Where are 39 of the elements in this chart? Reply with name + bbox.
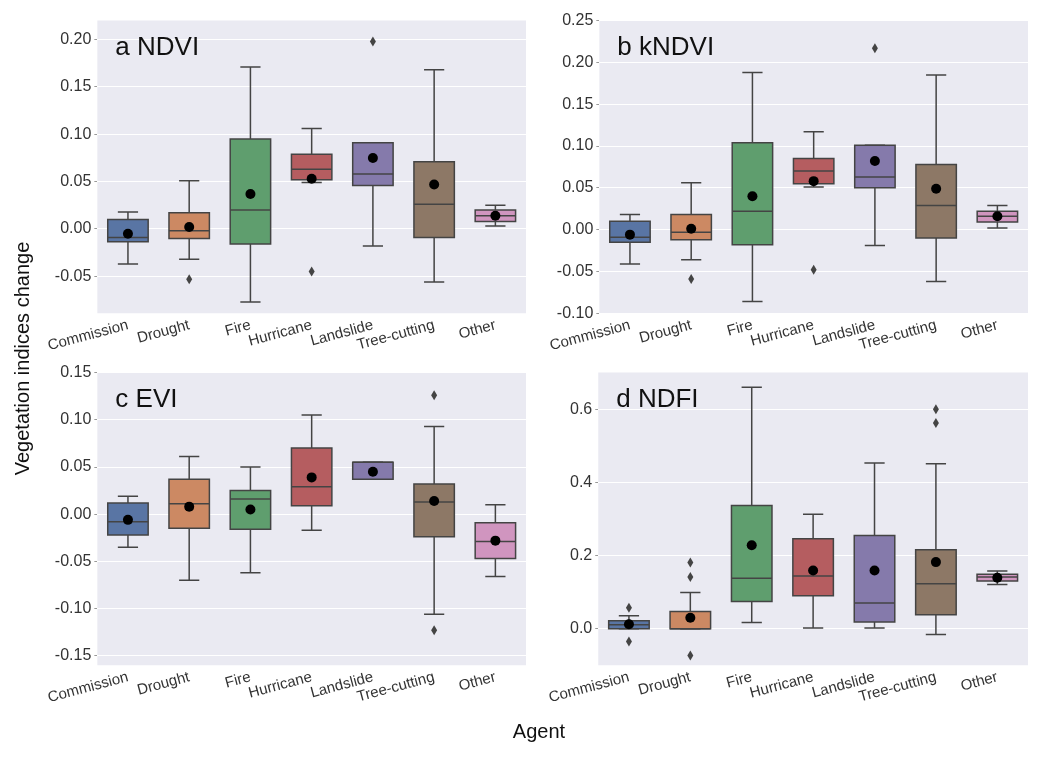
y-tick-label: 0.6 bbox=[569, 399, 593, 417]
y-tick-label: 0.15 bbox=[562, 94, 594, 112]
x-axis-title: Agent bbox=[511, 720, 567, 743]
y-tick-label: 0.05 bbox=[60, 172, 92, 190]
y-tick-label: 0.10 bbox=[60, 124, 92, 142]
y-tick-label: 0.25 bbox=[562, 11, 594, 29]
x-tick-label: Drought bbox=[135, 667, 192, 698]
chart-title: d NDFI bbox=[616, 382, 699, 413]
y-tick-label: 0.2 bbox=[569, 545, 593, 563]
y-tick-label: 0.15 bbox=[60, 363, 92, 381]
y-tick-label: 0.00 bbox=[60, 219, 92, 237]
y-tick-label: 0.10 bbox=[562, 136, 594, 154]
x-tick-label: Drought bbox=[636, 667, 693, 698]
y-tick-label: 0.00 bbox=[60, 504, 92, 522]
y-tick-label: 0.15 bbox=[60, 77, 92, 95]
y-tick-label: -0.05 bbox=[54, 551, 92, 569]
y-tick-label: 0.20 bbox=[562, 52, 594, 70]
y-tick-label: -0.05 bbox=[54, 266, 92, 284]
chart-title: a NDVI bbox=[115, 30, 200, 61]
x-tick-label: Other bbox=[958, 315, 1000, 342]
chart-title: b kNDVI bbox=[617, 30, 715, 61]
chart-title: c EVI bbox=[115, 382, 178, 413]
y-tick-label: 0.0 bbox=[569, 619, 593, 637]
x-tick-label: Drought bbox=[135, 315, 192, 346]
y-tick-label: 0.00 bbox=[562, 220, 594, 238]
y-tick-label: -0.10 bbox=[54, 599, 92, 617]
y-tick-label: 0.20 bbox=[60, 29, 92, 47]
y-tick-label: 0.10 bbox=[60, 410, 92, 428]
x-tick-label: Other bbox=[958, 667, 1000, 694]
x-tick-label: Other bbox=[456, 315, 498, 342]
x-tick-label: Drought bbox=[637, 315, 694, 346]
y-tick-label: 0.4 bbox=[569, 472, 593, 490]
x-tick-label: Other bbox=[456, 667, 498, 694]
y-tick-label: -0.15 bbox=[54, 646, 92, 664]
y-tick-label: -0.05 bbox=[556, 261, 594, 279]
y-tick-label: 0.05 bbox=[60, 457, 92, 475]
y-tick-label: -0.10 bbox=[556, 303, 594, 321]
y-tick-label: 0.05 bbox=[562, 178, 594, 196]
y-axis-title: Vegetation indices change bbox=[11, 241, 35, 475]
